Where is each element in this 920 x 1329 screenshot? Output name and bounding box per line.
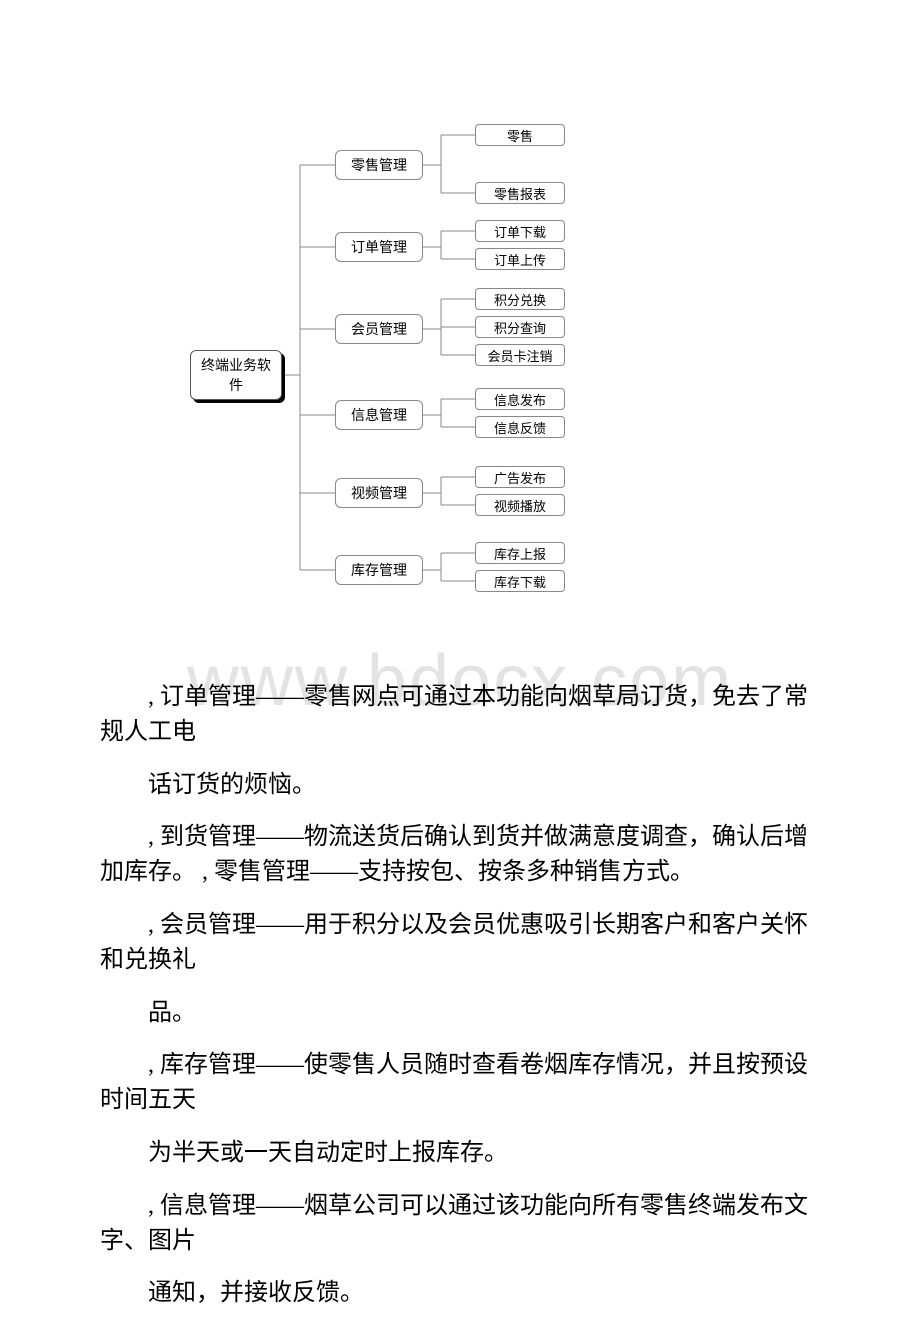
paragraph: , 会员管理——用于积分以及会员优惠吸引长期客户和客户关怀和兑换礼 <box>100 908 830 978</box>
tree-leaf: 积分兑换 <box>475 288 565 310</box>
paragraph: 品。 <box>100 996 830 1031</box>
tree-branch: 信息管理 <box>335 400 423 430</box>
tree-leaf: 库存下载 <box>475 570 565 592</box>
tree-leaf: 信息反馈 <box>475 416 565 438</box>
tree-leaf: 广告发布 <box>475 466 565 488</box>
tree-leaf: 库存上报 <box>475 542 565 564</box>
tree-leaf: 零售报表 <box>475 182 565 204</box>
tree-leaf: 视频播放 <box>475 494 565 516</box>
tree-leaf: 积分查询 <box>475 316 565 338</box>
paragraph: , 到货管理——物流送货后确认到货并做满意度调查，确认后增加库存。 , 零售管理… <box>100 820 830 890</box>
tree-leaf: 零售 <box>475 124 565 146</box>
tree-leaf: 订单下载 <box>475 220 565 242</box>
tree-branch: 订单管理 <box>335 232 423 262</box>
tree-leaf: 订单上传 <box>475 248 565 270</box>
paragraph: , 订单管理——零售网点可通过本功能向烟草局订货，免去了常规人工电 <box>100 680 830 750</box>
paragraph: , 库存管理——使零售人员随时查看卷烟库存情况，并且按预设时间五天 <box>100 1048 830 1118</box>
tree-leaf: 会员卡注销 <box>475 344 565 366</box>
paragraph: 通知，并接收反馈。 <box>100 1276 830 1311</box>
body-text: , 订单管理——零售网点可通过本功能向烟草局订货，免去了常规人工电话订货的烦恼。… <box>100 680 830 1329</box>
tree-branch: 库存管理 <box>335 555 423 585</box>
paragraph: 为半天或一天自动定时上报库存。 <box>100 1136 830 1171</box>
paragraph: 话订货的烦恼。 <box>100 768 830 803</box>
tree-branch: 会员管理 <box>335 314 423 344</box>
paragraph: , 信息管理——烟草公司可以通过该功能向所有零售终端发布文字、图片 <box>100 1189 830 1259</box>
tree-branch: 视频管理 <box>335 478 423 508</box>
tree-diagram: 终端业务软件 零售管理订单管理会员管理信息管理视频管理库存管理 零售零售报表订单下载… <box>190 120 670 620</box>
tree-leaf: 信息发布 <box>475 388 565 410</box>
tree-root: 终端业务软件 <box>190 350 282 400</box>
tree-branch: 零售管理 <box>335 150 423 180</box>
